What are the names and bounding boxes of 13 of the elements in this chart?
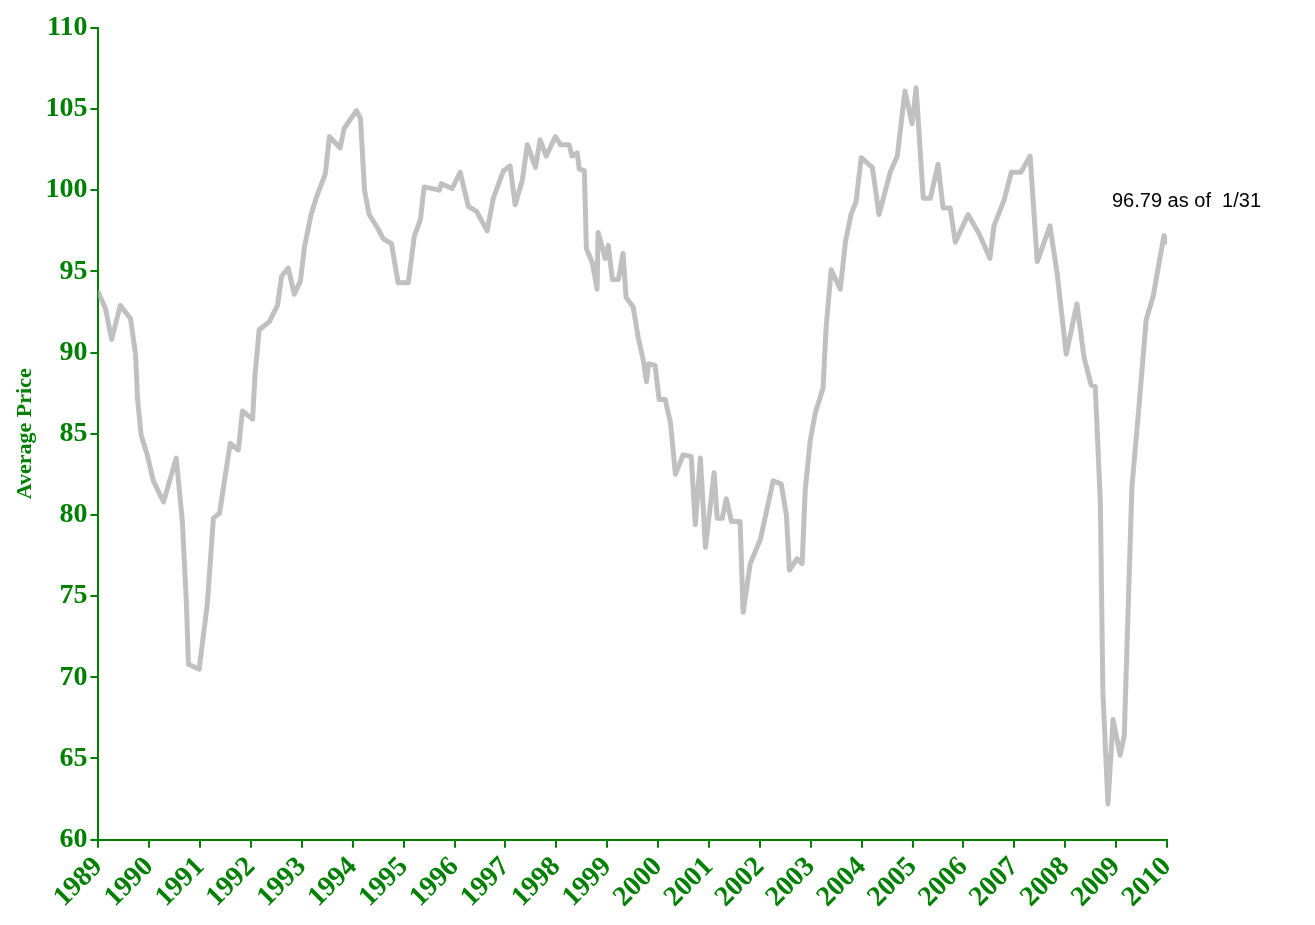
annotation: 96.79 as of 1/31: [1112, 189, 1262, 212]
y-tick-label: 90: [59, 334, 88, 366]
y-tick-label: 110: [46, 10, 88, 42]
y-tick-label: 95: [59, 253, 88, 285]
y-tick-label: 80: [59, 497, 88, 529]
y-tick-label: 75: [59, 578, 88, 610]
y-tick-label: 85: [59, 415, 88, 447]
y-tick-label: 65: [59, 740, 88, 772]
y-tick-label: 105: [45, 91, 88, 123]
y-axis-title: Average Price: [10, 368, 36, 500]
y-tick-label: 60: [59, 821, 88, 853]
y-tick-label: 100: [45, 172, 88, 204]
y-tick-label: 70: [59, 659, 88, 691]
